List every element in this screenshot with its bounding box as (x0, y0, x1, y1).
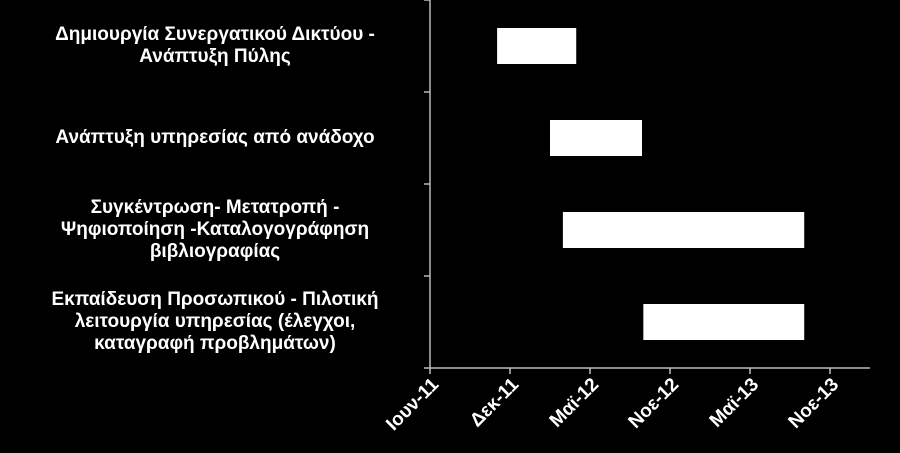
category-label: βιβλιογραφίας (150, 241, 280, 262)
bar (550, 120, 642, 156)
bar (562, 212, 805, 248)
category-label: Δημιουργία Συνεργατικού Δικτύου - (55, 24, 375, 45)
bar (643, 304, 805, 340)
bar (497, 28, 577, 64)
category-label: Ανάπτυξη Πύλης (139, 46, 291, 67)
category-label: Ψηφιοποίηση -Καταλογογράφηση (61, 219, 369, 240)
category-label: Συγκέντρωση- Μετατροπή - (91, 197, 340, 218)
category-label: Εκπαίδευση Προσωπικού - Πιλοτική (51, 289, 378, 310)
category-label: λειτουργία υπηρεσίας (έλεγχοι, (75, 311, 356, 332)
category-label: καταγραφή προβλημάτων) (94, 333, 336, 354)
category-label: Ανάπτυξη υπηρεσίας από ανάδοχο (55, 127, 374, 148)
